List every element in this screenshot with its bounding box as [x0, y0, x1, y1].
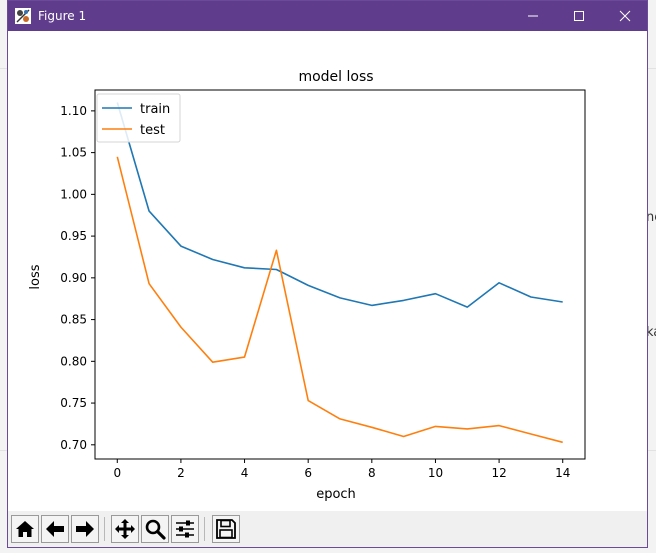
- close-button[interactable]: [602, 1, 648, 31]
- x-tick-label: 14: [555, 466, 570, 480]
- sliders-icon: [176, 520, 194, 538]
- close-icon: [619, 10, 631, 22]
- forward-button[interactable]: [71, 515, 99, 543]
- y-tick-label: 1.00: [60, 187, 87, 201]
- series-line-test: [116, 156, 563, 444]
- minimize-button[interactable]: [510, 1, 556, 31]
- y-tick-label: 0.90: [60, 271, 87, 285]
- minimize-icon: [528, 15, 538, 17]
- arrow-right-icon: [76, 521, 94, 537]
- x-tick-label: 2: [177, 466, 185, 480]
- series-line-train: [116, 102, 563, 308]
- maximize-button[interactable]: [556, 1, 602, 31]
- magnifier-icon: [145, 519, 166, 540]
- y-tick-label: 1.10: [60, 104, 87, 118]
- x-tick-label: 12: [491, 466, 506, 480]
- figure-window: Figure 1 model loss 0 2 4 6 8 10 12 14 0.70 0.75 0…: [7, 0, 648, 548]
- toolbar-separator: [204, 517, 205, 541]
- y-tick-label: 0.75: [60, 396, 87, 410]
- window-title: Figure 1: [38, 9, 87, 23]
- home-icon: [16, 521, 34, 537]
- y-axis-label: loss: [28, 264, 43, 289]
- back-button[interactable]: [41, 515, 69, 543]
- y-tick-label: 0.70: [60, 438, 87, 452]
- save-button[interactable]: [212, 515, 240, 543]
- move-icon: [115, 519, 135, 539]
- floppy-disk-icon: [216, 519, 236, 539]
- arrow-left-icon: [46, 521, 64, 537]
- x-tick-label: 4: [241, 466, 249, 480]
- x-tick-label: 10: [428, 466, 443, 480]
- title-bar[interactable]: Figure 1: [8, 1, 647, 31]
- maximize-icon: [574, 11, 584, 21]
- background-text: ne: [646, 210, 656, 225]
- x-tick-label: 0: [113, 466, 121, 480]
- zoom-button[interactable]: [141, 515, 169, 543]
- figure-canvas[interactable]: model loss 0 2 4 6 8 10 12 14 0.70 0.75 0.80 0.85 0.…: [8, 31, 647, 511]
- legend-test-label: test: [140, 123, 165, 138]
- navigation-toolbar: [8, 511, 647, 547]
- loss-chart: model loss 0 2 4 6 8 10 12 14 0.70 0.75 0.80 0.85 0.…: [28, 69, 586, 502]
- pan-button[interactable]: [111, 515, 139, 543]
- x-tick-label: 6: [304, 466, 312, 480]
- y-tick-label: 0.80: [60, 354, 87, 368]
- plot-area: [94, 89, 586, 460]
- home-button[interactable]: [11, 515, 39, 543]
- y-tick-label: 0.95: [60, 229, 87, 243]
- background-text: ka: [646, 325, 656, 340]
- x-tick-label: 8: [368, 466, 376, 480]
- toolbar-separator: [104, 517, 105, 541]
- legend-train-label: train: [140, 102, 170, 117]
- x-axis-label: epoch: [316, 487, 356, 502]
- chart-title: model loss: [298, 69, 373, 85]
- y-tick-label: 1.05: [60, 146, 87, 160]
- configure-subplots-button[interactable]: [171, 515, 199, 543]
- y-tick-label: 0.85: [60, 313, 87, 327]
- matplotlib-figure-icon: [15, 8, 31, 24]
- legend: train test: [96, 93, 181, 143]
